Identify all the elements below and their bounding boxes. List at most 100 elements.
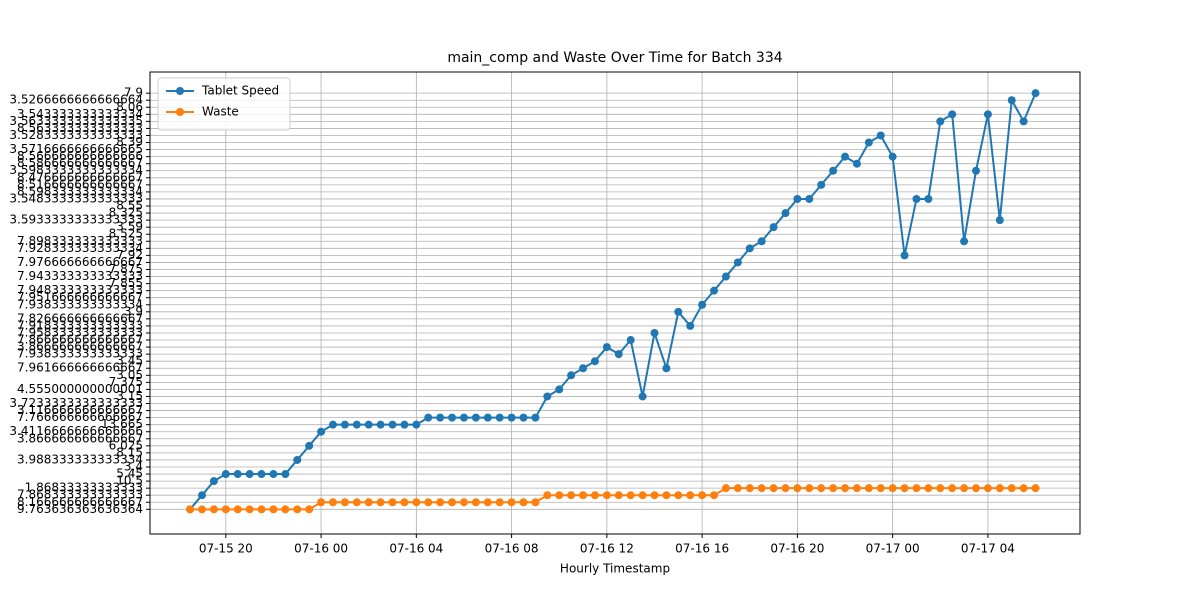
- y-tick-label: 3.5483333333333333: [9, 191, 143, 205]
- data-point: [674, 307, 683, 316]
- data-point: [197, 491, 206, 500]
- legend-label: Tablet Speed: [201, 84, 279, 98]
- data-point: [983, 110, 992, 119]
- data-point: [995, 216, 1004, 225]
- data-point: [436, 413, 445, 422]
- data-point: [352, 420, 361, 429]
- data-point: [471, 498, 480, 507]
- data-point: [531, 413, 540, 422]
- y-tick-label: 3.543333333333334: [17, 107, 143, 121]
- data-point: [710, 286, 719, 295]
- data-point: [602, 343, 611, 352]
- data-point: [376, 498, 385, 507]
- y-tick-label: 10.5: [116, 474, 143, 488]
- data-point: [983, 484, 992, 493]
- y-tick-label: 3.45: [116, 354, 143, 368]
- data-point: [209, 505, 218, 514]
- data-point: [1031, 89, 1040, 98]
- x-tick-label: 07-16 00: [294, 542, 348, 556]
- data-point: [197, 505, 206, 514]
- chart-title: main_comp and Waste Over Time for Batch …: [447, 50, 782, 66]
- data-point: [745, 244, 754, 253]
- y-tick-label: 8.39: [116, 135, 143, 149]
- data-point: [1007, 96, 1016, 105]
- data-point: [852, 484, 861, 493]
- y-tick-label: 7.855: [109, 276, 143, 290]
- data-point: [459, 498, 468, 507]
- data-point: [245, 505, 254, 514]
- data-point: [745, 484, 754, 493]
- legend-marker: [176, 108, 184, 116]
- y-tick-label: 3.988333333333334: [17, 452, 143, 466]
- y-tick-label: 3.5283333333333333: [9, 128, 143, 142]
- legend-marker: [176, 87, 184, 95]
- data-point: [733, 258, 742, 267]
- data-point: [817, 484, 826, 493]
- data-point: [412, 498, 421, 507]
- y-tick-label: 7.958333333333333: [17, 325, 143, 339]
- data-point: [614, 491, 623, 500]
- data-point: [281, 470, 290, 479]
- data-point: [471, 413, 480, 422]
- data-point: [638, 392, 647, 401]
- data-point: [483, 413, 492, 422]
- x-tick-label: 07-17 04: [961, 542, 1015, 556]
- data-point: [412, 420, 421, 429]
- data-point: [650, 491, 659, 500]
- data-point: [841, 484, 850, 493]
- data-point: [257, 505, 266, 514]
- data-point: [960, 484, 969, 493]
- x-tick-label: 07-16 20: [770, 542, 824, 556]
- data-point: [269, 505, 278, 514]
- data-point: [1019, 117, 1028, 126]
- y-tick-label: 7.92: [116, 248, 143, 262]
- data-point: [805, 484, 814, 493]
- data-point: [590, 491, 599, 500]
- data-point: [519, 413, 528, 422]
- data-point: [555, 385, 564, 394]
- data-point: [864, 484, 873, 493]
- data-point: [757, 484, 766, 493]
- data-point: [483, 498, 492, 507]
- data-point: [972, 166, 981, 175]
- y-tick-label: 3.5933333333333333: [9, 213, 143, 227]
- data-point: [829, 484, 838, 493]
- y-tick-label: 3.05: [116, 368, 143, 382]
- x-tick-label: 07-15 20: [199, 542, 253, 556]
- y-tick-label: 6.025: [109, 438, 143, 452]
- data-point: [781, 209, 790, 218]
- data-point: [733, 484, 742, 493]
- y-tick-label: 7.766666666666667: [17, 410, 143, 424]
- y-tick-label: 8.516666666666667: [17, 177, 143, 191]
- y-tick-label: 7.961666666666667: [17, 361, 143, 375]
- data-point: [543, 392, 552, 401]
- data-point: [721, 272, 730, 281]
- data-point: [340, 498, 349, 507]
- data-point: [1019, 484, 1028, 493]
- y-tick-label: 8.55: [116, 199, 143, 213]
- y-tick-label: 7.938333333333333: [17, 347, 143, 361]
- data-point: [698, 300, 707, 309]
- data-point: [245, 470, 254, 479]
- data-point: [769, 484, 778, 493]
- data-point: [543, 491, 552, 500]
- data-point: [519, 498, 528, 507]
- data-point: [781, 484, 790, 493]
- y-tick-label: 7.9: [124, 86, 143, 100]
- data-point: [864, 138, 873, 147]
- data-point: [507, 498, 516, 507]
- data-point: [424, 413, 433, 422]
- y-tick-label: 3.15: [116, 389, 143, 403]
- data-point: [793, 194, 802, 203]
- x-tick-label: 07-16 12: [580, 542, 634, 556]
- data-point: [626, 336, 635, 345]
- y-tick-label: 3.5266666666666664: [9, 93, 143, 107]
- data-point: [233, 505, 242, 514]
- legend-label: Waste: [202, 105, 239, 119]
- y-tick-label: 3.59: [116, 220, 143, 234]
- data-point: [400, 420, 409, 429]
- y-tick-label: 3.5983333333333334: [9, 163, 143, 177]
- data-point: [841, 152, 850, 161]
- data-point: [900, 484, 909, 493]
- data-point: [650, 328, 659, 337]
